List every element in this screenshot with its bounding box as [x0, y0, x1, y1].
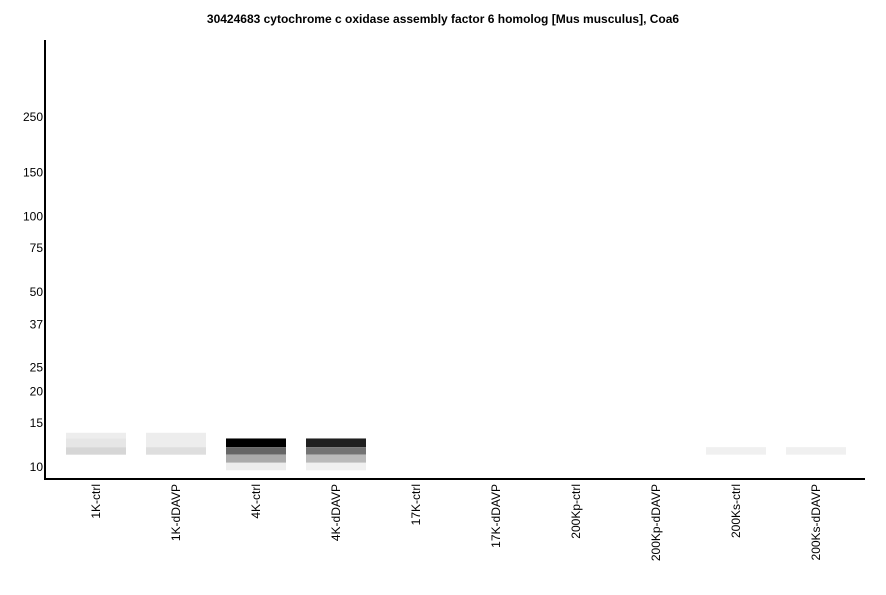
band: [786, 447, 846, 455]
lane-label: 1K-ctrl: [89, 484, 103, 519]
lane-label: 200Kp-ctrl: [569, 484, 583, 539]
mw-tick-label: 250: [23, 110, 43, 124]
band: [226, 438, 286, 448]
mw-tick-label: 10: [30, 460, 44, 474]
lane-labels: 1K-ctrl 1K-dDAVP 4K-ctrl 4K-dDAVP 17K-ctrl 17…: [89, 484, 823, 561]
lane-label: 200Ks-ctrl: [729, 484, 743, 538]
lane-label: 200Kp-dDAVP: [649, 484, 663, 561]
band: [146, 432, 206, 448]
band: [306, 447, 366, 455]
mw-tick-label: 150: [23, 166, 43, 180]
band: [66, 447, 126, 455]
band: [306, 438, 366, 448]
lane-label: 17K-ctrl: [409, 484, 423, 525]
mw-tick-label: 15: [30, 416, 44, 430]
mw-labels: 250 150 100 75 50 37 25 20 15 10: [23, 110, 43, 474]
band: [146, 447, 206, 455]
mw-tick-label: 75: [30, 241, 44, 255]
mw-tick-label: 25: [30, 360, 44, 374]
lane-label: 4K-ctrl: [249, 484, 263, 519]
band: [226, 454, 286, 463]
band: [226, 447, 286, 455]
band: [306, 454, 366, 463]
band: [706, 447, 766, 455]
lane-label: 1K-dDAVP: [169, 484, 183, 541]
band: [66, 432, 126, 439]
mw-tick-label: 20: [30, 385, 44, 399]
lane-label: 17K-dDAVP: [489, 484, 503, 548]
lane-label: 4K-dDAVP: [329, 484, 343, 541]
band: [226, 462, 286, 471]
mw-tick-label: 37: [30, 318, 44, 332]
chart-title: 30424683 cytochrome c oxidase assembly f…: [206, 12, 680, 26]
bands-layer: [66, 432, 846, 471]
band: [306, 462, 366, 471]
mw-tick-label: 50: [30, 285, 44, 299]
mw-tick-label: 100: [23, 210, 43, 224]
band: [66, 438, 126, 448]
lane-label: 200Ks-dDAVP: [809, 484, 823, 560]
